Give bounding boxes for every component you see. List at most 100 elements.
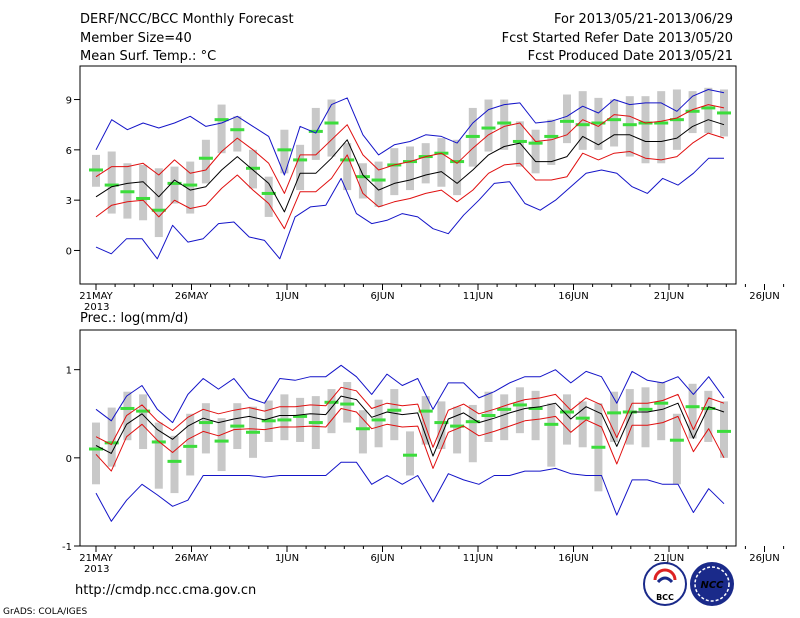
prec-ensemble-mean-line (95, 395, 725, 457)
panel1-frame (79, 65, 737, 285)
temp-box (233, 116, 242, 152)
grads-credit: GrADS: COLA/IGES (3, 607, 87, 617)
prec-x-tick-label: 21MAY (79, 553, 113, 564)
temp-box (311, 107, 320, 160)
temp-ensemble-min-line (95, 157, 724, 260)
prec-median-mark (387, 408, 402, 412)
precipitation-panel: -1 0 1 21MAY 26MAY 1JUN 6JUN 11JUN 16JUN 21JUN 26J… (62, 364, 785, 575)
prec-box (547, 403, 556, 467)
temp-box (437, 138, 446, 187)
prec-box (578, 401, 587, 448)
temp-median-mark (465, 134, 480, 138)
prec-median-mark (607, 411, 622, 415)
temp-x-tick-label: 11JUN (463, 291, 493, 302)
temp-box (390, 148, 399, 196)
temp-box (563, 94, 571, 144)
temp-x-tick-label: 6JUN (370, 291, 394, 302)
prec-median-mark (591, 445, 606, 449)
temperature-panel: 0 3 6 9 21MAY 26MAY 1JUN 6JUN 11JUN 16JUN 21JUN 26J… (66, 87, 785, 313)
prec-median-mark (120, 406, 135, 410)
temp-median-mark (481, 126, 496, 130)
prec-box (280, 394, 289, 441)
prec-x-year-label: 2013 (84, 564, 109, 575)
temp-median-mark (717, 111, 731, 115)
prec-median-mark (685, 405, 700, 409)
temp-median-mark (450, 160, 465, 164)
prec-median-mark (214, 439, 229, 443)
prec-box (704, 390, 713, 442)
temp-box (296, 144, 305, 191)
prec-box (406, 431, 414, 476)
temp-median-mark (575, 123, 590, 127)
temp-y-tick-label: 0 (66, 246, 72, 257)
bcc-logo-text: BCC (656, 593, 674, 602)
prec-median-mark (528, 406, 543, 410)
prec-x-tick-label: 26MAY (175, 553, 209, 564)
temp-median-mark (136, 196, 151, 200)
prec-x-tick-label: 11JUN (463, 553, 493, 564)
prec-box (437, 401, 446, 450)
temp-mean-minus-std-line (95, 132, 725, 230)
temp-box (625, 96, 634, 157)
temp-x-tick-label: 21MAY (79, 291, 113, 302)
prec-median-mark (277, 418, 292, 422)
prec-median-mark (371, 418, 386, 422)
prec-median-mark (355, 427, 370, 431)
header-period: For 2013/05/21-2013/06/29 (554, 12, 733, 27)
ncc-logo: NCC (690, 562, 734, 606)
temp-box (531, 129, 540, 174)
prec-box (201, 403, 210, 454)
prec-y-tick-label: 1 (66, 366, 72, 377)
temp-box (264, 176, 273, 217)
temp-y-tick-label: 3 (66, 196, 72, 207)
prec-median-mark (512, 403, 527, 407)
temp-median-mark (89, 168, 103, 172)
prec-box (672, 413, 681, 485)
temp-median-mark (214, 118, 229, 122)
prec-box (688, 383, 697, 439)
temp-box (657, 91, 666, 164)
temp-box (484, 99, 493, 152)
temp-median-mark (622, 123, 637, 127)
prec-box (641, 387, 650, 448)
temp-box (406, 146, 414, 191)
prec-median-mark (308, 421, 323, 425)
header-member-size: Member Size=40 (80, 31, 192, 46)
temp-median-mark (669, 118, 684, 122)
temp-median-mark (308, 129, 323, 133)
temp-median-mark (104, 183, 119, 187)
temp-median-mark (340, 158, 355, 162)
prec-ensemble-max-line (95, 364, 725, 424)
prec-box (468, 404, 477, 463)
temp-box (515, 121, 524, 167)
prec-median-mark (654, 401, 669, 405)
temp-box (421, 143, 430, 184)
temp-x-tick-label: 26MAY (175, 291, 209, 302)
prec-median-mark (89, 447, 103, 451)
prec-box (657, 382, 666, 441)
prec-median-mark (261, 419, 276, 423)
prec-box (500, 394, 509, 441)
prec-box (217, 418, 226, 472)
temp-box (358, 163, 367, 199)
prec-box (107, 407, 116, 467)
temp-median-mark (560, 119, 574, 123)
prec-median-mark (717, 429, 731, 433)
prec-median-mark (293, 414, 308, 418)
temp-median-mark (654, 121, 669, 125)
prec-mean-minus-std-line (95, 408, 725, 472)
temp-box (453, 139, 462, 196)
temp-median-mark (355, 175, 370, 179)
prec-box (170, 435, 179, 494)
prec-box (296, 397, 305, 442)
footer-url[interactable]: http://cmdp.ncc.cma.gov.cn (75, 583, 256, 598)
temp-median-mark (701, 106, 716, 110)
prec-box (327, 389, 336, 434)
temp-median-mark (497, 121, 512, 125)
panel2-frame (79, 329, 737, 547)
prec-median-mark (136, 409, 151, 413)
prec-box (610, 391, 619, 442)
temp-box (139, 164, 148, 221)
bcc-logo: BCC (643, 562, 687, 606)
